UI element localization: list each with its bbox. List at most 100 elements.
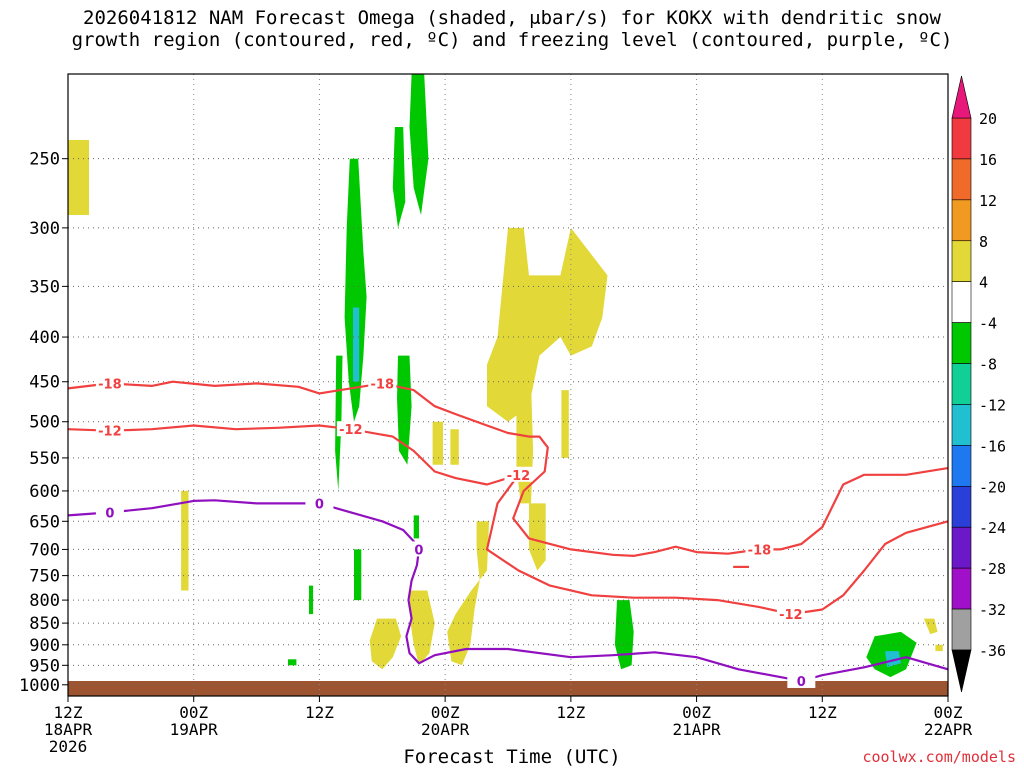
chart-title-line-1: 2026041812 NAM Forecast Omega (shaded, μ… — [83, 7, 941, 29]
contour-label-bg — [787, 672, 816, 688]
x-tick-label: 19APR — [170, 720, 219, 739]
contour-label: 0 — [105, 506, 114, 521]
x-tick-label: 12Z — [305, 703, 334, 722]
y-tick-label: 900 — [29, 636, 60, 656]
omega-region — [529, 503, 546, 571]
plot-frame — [67, 73, 949, 697]
contour-label-bg — [95, 375, 124, 391]
colorbar-tick-label: 12 — [979, 192, 997, 210]
y-tick-label: 400 — [29, 328, 60, 348]
colorbar-bin — [951, 322, 972, 364]
contour-label-bg — [745, 541, 774, 557]
contour-label: -18 — [98, 377, 122, 392]
colorbar-bin — [951, 199, 972, 242]
omega-region — [450, 429, 459, 465]
colorbar-bin — [951, 117, 972, 160]
colorbar-bin — [951, 240, 972, 282]
colorbar-tick-label: -12 — [979, 396, 1006, 414]
x-tick-label: 12Z — [556, 703, 585, 722]
colorbar-tick-label: -4 — [979, 315, 997, 333]
contour-label: -12 — [98, 425, 122, 440]
x-tick-label: 21APR — [672, 720, 721, 739]
contour-label-bg — [404, 541, 433, 557]
omega-shading-layer — [68, 74, 943, 678]
omega-region — [561, 390, 569, 458]
colorbar-tick-label: -24 — [979, 519, 1006, 537]
colorbar-tick-label: 4 — [979, 274, 988, 292]
y-tick-label: 500 — [29, 413, 60, 433]
colorbar-bin — [951, 158, 972, 201]
contour-label: 0 — [797, 675, 806, 690]
x-tick-label: 00Z — [431, 703, 460, 722]
x-axis-title: Forecast Time (UTC) — [403, 746, 621, 768]
omega-region — [923, 618, 938, 635]
omega-region — [354, 549, 362, 601]
y-tick-label: 750 — [29, 567, 60, 587]
colorbar-tick-label: -36 — [979, 642, 1006, 660]
contour-label: -18 — [371, 377, 395, 392]
x-tick-label: 00Z — [934, 703, 963, 722]
colorbar-bin — [951, 526, 972, 569]
colorbar-bin — [951, 404, 972, 446]
omega-region — [413, 515, 419, 539]
contour-label: -12 — [779, 608, 803, 623]
contour-label: -12 — [339, 423, 363, 438]
colorbar-bin — [951, 608, 972, 651]
omega-region — [353, 307, 360, 382]
colorbar-bin — [951, 567, 972, 610]
credit-text: coolwx.com/models — [862, 748, 1016, 766]
colorbar-tick-label: -20 — [979, 478, 1006, 496]
contour-label-bg — [504, 466, 533, 482]
omega-region — [344, 158, 367, 422]
omega-region — [447, 521, 490, 666]
colorbar-tick-label: -16 — [979, 437, 1006, 455]
contour-label-bg — [95, 422, 124, 438]
colorbar: 20 16 12 8 4 -4 -8 -12 -16 -20 -24 -28 -32 -36 — [951, 75, 1006, 693]
contour-label: 0 — [315, 497, 324, 512]
omega-region — [409, 74, 429, 215]
x-tick-label: 00Z — [179, 703, 208, 722]
y-tick-label: 700 — [29, 540, 60, 560]
y-tick-label: 300 — [29, 219, 60, 239]
colorbar-top-arrow — [951, 75, 972, 119]
omega-region — [181, 490, 189, 591]
dgz-contour — [67, 424, 949, 616]
x-tick-label: 00Z — [682, 703, 711, 722]
omega-region — [885, 651, 901, 668]
y-tick-label: 350 — [29, 277, 60, 297]
omega-region — [369, 618, 402, 670]
contour-label-bg — [336, 421, 365, 437]
y-tick-label: 800 — [29, 591, 60, 611]
y-tick-label: 450 — [29, 373, 60, 393]
omega-region — [935, 644, 943, 652]
colorbar-tick-label: -32 — [979, 601, 1006, 619]
contour-label: -18 — [748, 543, 772, 558]
omega-region — [288, 659, 297, 666]
omega-region — [487, 227, 608, 422]
x-tick-label: 12Z — [808, 703, 837, 722]
ground-surface — [68, 681, 948, 696]
colorbar-bottom-arrow — [951, 649, 972, 693]
contour-label: -12 — [507, 469, 531, 484]
colorbar-tick-label: -8 — [979, 356, 997, 374]
omega-region — [409, 590, 435, 666]
colorbar-bin — [951, 486, 972, 528]
y-tick-label: 950 — [29, 656, 60, 676]
x-tick-label: 12Z — [54, 703, 83, 722]
freezing-level-contour — [67, 499, 949, 683]
y-tick-label: 600 — [29, 482, 60, 502]
colorbar-tick-label: -28 — [979, 560, 1006, 578]
contour-layer: -18 -18 -18 -12 -12 -12 -12 0 0 0 0 — [67, 375, 949, 690]
contour-label: 0 — [414, 543, 423, 558]
omega-region — [432, 421, 443, 465]
y-tick-label: 250 — [29, 150, 60, 170]
colorbar-bin — [951, 281, 972, 323]
y-axis-ticks: 2503003504004505005506006507007508008509… — [19, 150, 68, 696]
y-tick-label: 1000 — [19, 676, 60, 696]
chart-title-line-2: growth region (contoured, red, ºC) and f… — [71, 29, 953, 51]
colorbar-bin — [951, 363, 972, 405]
x-tick-label: 18APR — [44, 720, 93, 739]
omega-region — [397, 355, 412, 465]
colorbar-tick-label: 16 — [979, 151, 997, 169]
